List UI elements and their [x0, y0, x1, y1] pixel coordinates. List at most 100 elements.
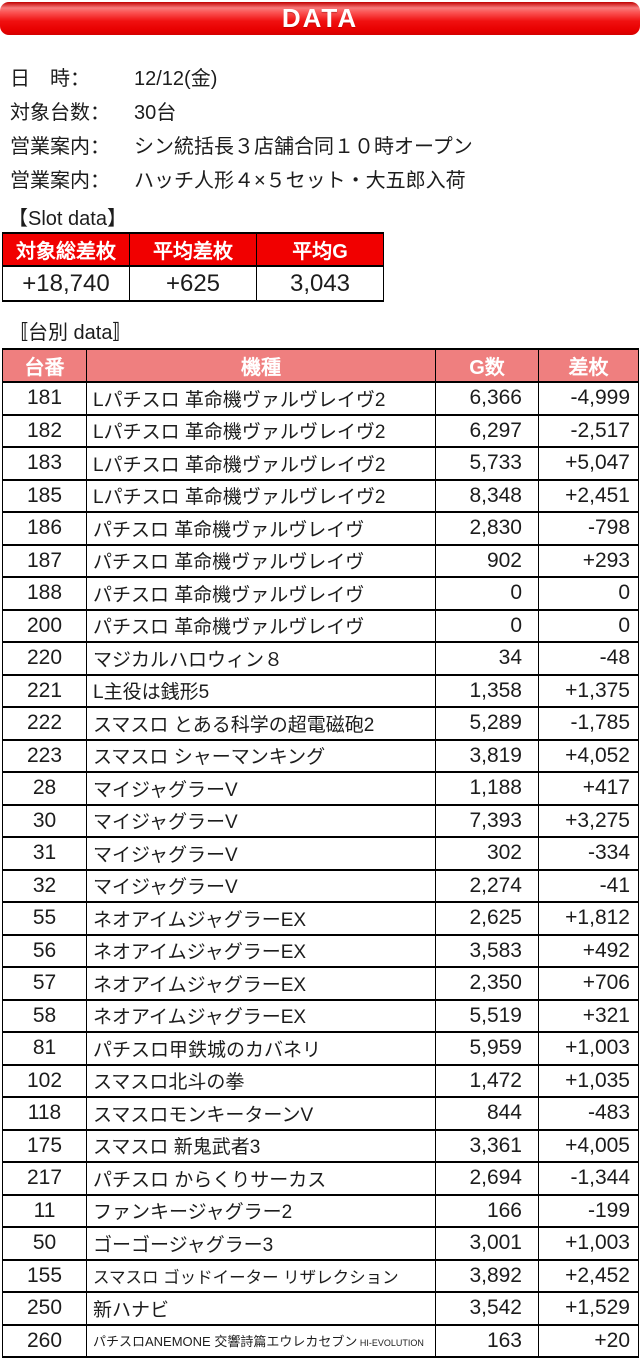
machine-number-cell: 28 — [2, 771, 87, 806]
machine-number-cell: 220 — [2, 641, 87, 676]
diff-count-cell: -1,344 — [538, 1161, 639, 1196]
machine-number-cell: 187 — [2, 543, 87, 578]
machine-number-cell: 181 — [2, 381, 87, 416]
diff-count-cell: -334 — [538, 836, 639, 871]
info-label: 対象台数： — [10, 101, 110, 124]
machine-name-cell: Lパチスロ 革命機ヴァルヴレイヴ2 — [86, 381, 436, 416]
machine-number-cell: 155 — [2, 1258, 87, 1293]
diff-count-cell: +1,375 — [538, 673, 639, 708]
machine-name-cell: マイジャグラーV — [86, 868, 436, 903]
info-value: 12/12(金) — [134, 67, 218, 90]
machine-number-cell: 217 — [2, 1161, 87, 1196]
machine-row: 175 スマスロ 新鬼武者3 3,361 +4,005 — [2, 1128, 639, 1163]
summary-header-cell: 対象総差枚 — [2, 232, 130, 267]
machine-name-cell: マイジャグラーV — [86, 836, 436, 871]
machine-row: 81 パチスロ甲鉄城のカバネリ 5,959 +1,003 — [2, 1031, 639, 1066]
g-count-cell: 166 — [435, 1193, 539, 1228]
info-label: 営業案内： — [10, 135, 110, 158]
machine-number-cell: 186 — [2, 511, 87, 546]
summary-value-cell: 3,043 — [256, 265, 384, 302]
g-count-cell: 5,289 — [435, 706, 539, 741]
machine-number-cell: 175 — [2, 1128, 87, 1163]
banner-title: DATA — [281, 3, 359, 33]
g-count-cell: 1,188 — [435, 771, 539, 806]
g-count-cell: 34 — [435, 641, 539, 676]
machine-number-cell: 260 — [2, 1323, 87, 1358]
diff-count-cell: +20 — [538, 1323, 639, 1358]
info-label: 日 時： — [10, 67, 90, 90]
machine-row: 118 スマスロモンキーターンV 844 -483 — [2, 1096, 639, 1131]
machine-row: 56 ネオアイムジャグラーEX 3,583 +492 — [2, 933, 639, 968]
machine-number-cell: 11 — [2, 1193, 87, 1228]
machine-name-cell: Lパチスロ 革命機ヴァルヴレイヴ2 — [86, 478, 436, 513]
machine-name-cell: L主役は銭形5 — [86, 673, 436, 708]
diff-count-cell: +4,005 — [538, 1128, 639, 1163]
machine-name-cell: パチスロ からくりサーカス — [86, 1161, 436, 1196]
machine-name-cell: パチスロANEMONE 交響詩篇エウレカセブン HI-EVOLUTION — [86, 1323, 436, 1358]
info-label: 営業案内： — [10, 169, 110, 192]
g-count-cell: 302 — [435, 836, 539, 871]
summary-header-cell: 平均差枚 — [129, 232, 257, 267]
machine-number-cell: 58 — [2, 998, 87, 1033]
machine-number-cell: 221 — [2, 673, 87, 708]
machine-name-cell: ネオアイムジャグラーEX — [86, 966, 436, 1001]
machine-name-cell: ゴーゴージャグラー3 — [86, 1226, 436, 1261]
machine-table-body: 181 Lパチスロ 革命機ヴァルヴレイヴ2 6,366 -4,999 182 Lパチスロ … — [2, 381, 639, 1358]
diff-count-cell: -1,785 — [538, 706, 639, 741]
machine-data-table: 台番 機種 G数 差枚 181 Lパチスロ 革命機ヴァルヴレイヴ2 6,366 -4,… — [2, 348, 639, 1358]
machine-name-cell: パチスロ 革命機ヴァルヴレイヴ — [86, 608, 436, 643]
machine-row: 183 Lパチスロ 革命機ヴァルヴレイヴ2 5,733 +5,047 — [2, 446, 639, 481]
machine-number-cell: 81 — [2, 1031, 87, 1066]
machine-name-cell: Lパチスロ 革命機ヴァルヴレイヴ2 — [86, 446, 436, 481]
machine-row: 50 ゴーゴージャグラー3 3,001 +1,003 — [2, 1226, 639, 1261]
machine-row: 221 L主役は銭形5 1,358 +1,375 — [2, 673, 639, 708]
info-row: 営業案内： シン統括長３店舗合同１０時オープン — [10, 127, 640, 161]
machine-name-cell: パチスロ 革命機ヴァルヴレイヴ — [86, 543, 436, 578]
machine-number-cell: 118 — [2, 1096, 87, 1131]
machine-name-cell: ファンキージャグラー2 — [86, 1193, 436, 1228]
diff-count-cell: -483 — [538, 1096, 639, 1131]
machine-number-cell: 57 — [2, 966, 87, 1001]
g-count-cell: 3,892 — [435, 1258, 539, 1293]
machine-row: 31 マイジャグラーV 302 -334 — [2, 836, 639, 871]
summary-value-cell: +625 — [129, 265, 257, 302]
summary-header-cell: 平均G — [256, 232, 384, 267]
machine-header-number: 台番 — [2, 348, 87, 383]
diff-count-cell: +1,035 — [538, 1063, 639, 1098]
machine-name-suffix: HI-EVOLUTION — [357, 1338, 424, 1349]
machine-number-cell: 102 — [2, 1063, 87, 1098]
diff-count-cell: -4,999 — [538, 381, 639, 416]
machine-row: 188 パチスロ 革命機ヴァルヴレイヴ 0 0 — [2, 576, 639, 611]
diff-count-cell: -798 — [538, 511, 639, 546]
g-count-cell: 7,393 — [435, 803, 539, 838]
diff-count-cell: -199 — [538, 1193, 639, 1228]
machine-row: 102 スマスロ北斗の拳 1,472 +1,035 — [2, 1063, 639, 1098]
info-section: 日 時： 12/12(金) 対象台数： 30台 営業案内： シン統括長３店舗合同１０時オー… — [0, 35, 640, 195]
g-count-cell: 1,472 — [435, 1063, 539, 1098]
machine-row: 182 Lパチスロ 革命機ヴァルヴレイヴ2 6,297 -2,517 — [2, 413, 639, 448]
machine-name-cell: マジカルハロウィン８ — [86, 641, 436, 676]
machine-row: 187 パチスロ 革命機ヴァルヴレイヴ 902 +293 — [2, 543, 639, 578]
machine-row: 250 新ハナビ 3,542 +1,529 — [2, 1291, 639, 1326]
machine-number-cell: 223 — [2, 738, 87, 773]
g-count-cell: 163 — [435, 1323, 539, 1358]
machine-data-heading: 〚台別 data〛 — [8, 321, 133, 344]
diff-count-cell: +1,812 — [538, 901, 639, 936]
g-count-cell: 6,297 — [435, 413, 539, 448]
g-count-cell: 844 — [435, 1096, 539, 1131]
machine-row: 220 マジカルハロウィン８ 34 -48 — [2, 641, 639, 676]
machine-header-row: 台番 機種 G数 差枚 — [2, 348, 639, 383]
machine-number-cell: 222 — [2, 706, 87, 741]
machine-name-cell: Lパチスロ 革命機ヴァルヴレイヴ2 — [86, 413, 436, 448]
machine-number-cell: 56 — [2, 933, 87, 968]
slot-data-heading: 【Slot data】 — [8, 207, 127, 230]
g-count-cell: 3,583 — [435, 933, 539, 968]
machine-row: 222 スマスロ とある科学の超電磁砲2 5,289 -1,785 — [2, 706, 639, 741]
machine-row: 28 マイジャグラーV 1,188 +417 — [2, 771, 639, 806]
info-row: 営業案内： ハッチ人形４×５セット・大五郎入荷 — [10, 161, 640, 195]
machine-number-cell: 55 — [2, 901, 87, 936]
machine-number-cell: 200 — [2, 608, 87, 643]
diff-count-cell: +1,529 — [538, 1291, 639, 1326]
g-count-cell: 2,274 — [435, 868, 539, 903]
g-count-cell: 3,542 — [435, 1291, 539, 1326]
